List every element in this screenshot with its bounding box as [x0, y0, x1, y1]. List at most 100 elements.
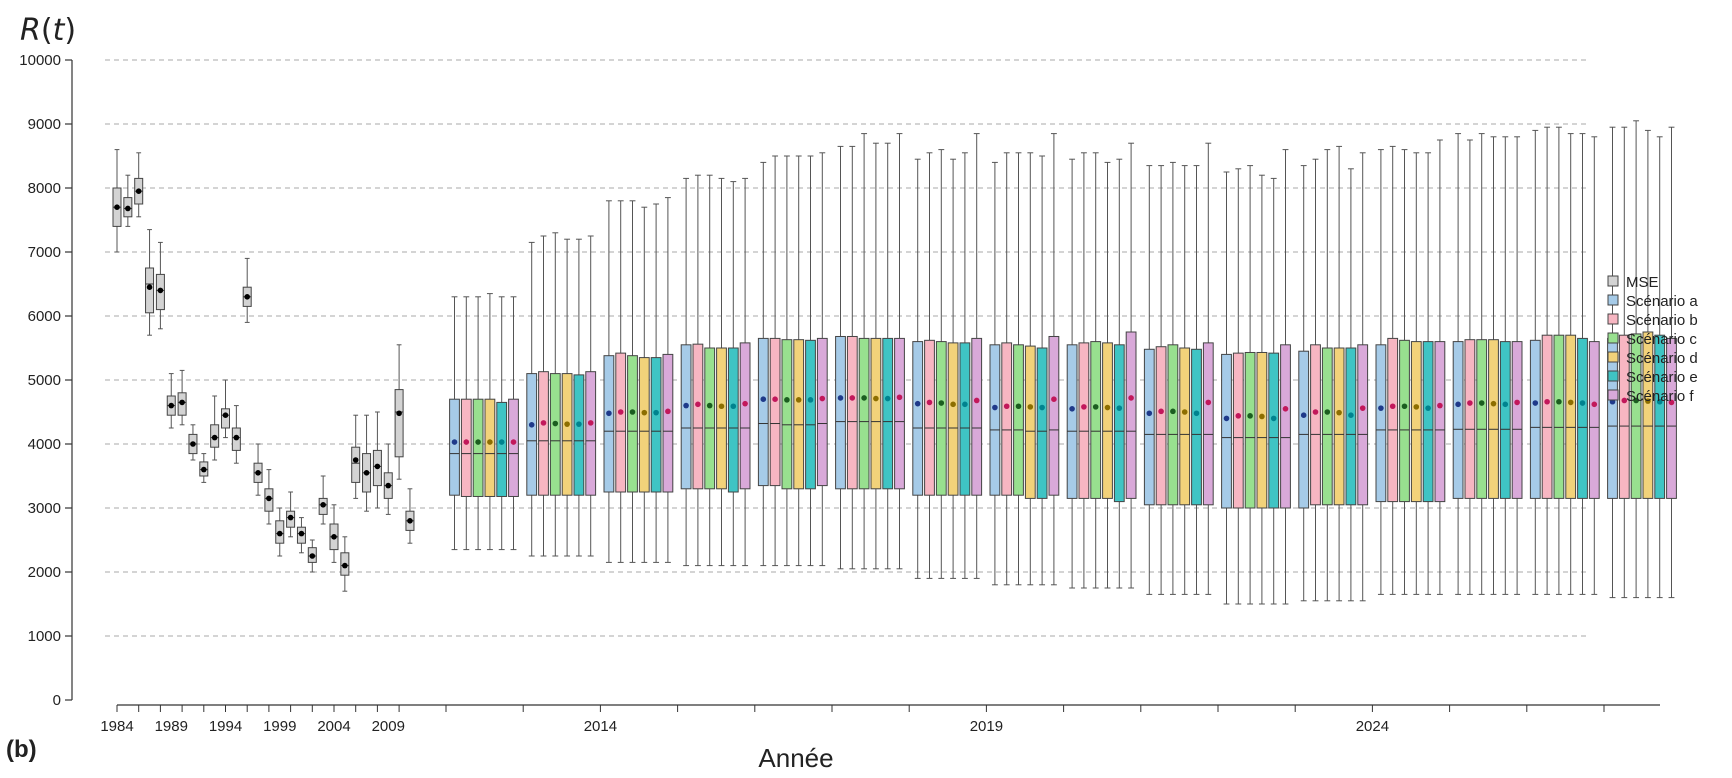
box-scénario-d-2018 [947, 158, 959, 579]
box-iqr [1488, 339, 1499, 499]
box-scénario-f-2015 [739, 177, 751, 567]
mean-point [114, 204, 120, 210]
box-iqr [1191, 348, 1202, 506]
box-iqr [1066, 344, 1078, 499]
box-iqr [1333, 347, 1345, 506]
box-iqr [1499, 341, 1511, 499]
mean-point [1247, 413, 1253, 419]
mean-point [564, 421, 570, 427]
box-scénario-a-2017 [835, 145, 846, 570]
box-scénario-b-2022 [1232, 168, 1244, 605]
y-tick-label: 2000 [28, 564, 61, 581]
mean-point [1170, 408, 1176, 415]
box-scénario-c-2015 [704, 174, 716, 567]
box-scénario-f-2014 [662, 197, 674, 563]
box-iqr [1298, 350, 1310, 509]
mean-point [1146, 410, 1153, 417]
box-iqr [704, 347, 716, 490]
box-iqr [1666, 337, 1677, 499]
mse-box-1990 [177, 369, 187, 426]
box-scénario-b-2016 [769, 155, 781, 567]
box-scénario-b-2024 [1387, 145, 1399, 595]
box-iqr [484, 398, 496, 497]
mean-point [1645, 398, 1651, 404]
x-tick-label: 2014 [584, 718, 617, 735]
box-scénario-f-2012 [508, 296, 519, 551]
box-scénario-f-2019 [1048, 133, 1060, 586]
mean-point [1490, 400, 1497, 407]
mean-point [576, 421, 582, 427]
mean-point [1556, 398, 1562, 405]
box-iqr [894, 337, 905, 490]
mean-point [309, 553, 316, 559]
box-scénario-a-2025 [1452, 133, 1464, 595]
box-scénario-e-2012 [496, 296, 508, 551]
box-iqr [1256, 351, 1268, 509]
mean-point [706, 402, 713, 409]
panel-label: (b) [6, 736, 37, 763]
box-iqr [1048, 335, 1060, 496]
mean-point [1104, 404, 1111, 411]
mean-point [730, 403, 737, 410]
mean-point [498, 439, 505, 445]
box-iqr [870, 337, 882, 490]
box-iqr [1357, 344, 1369, 506]
y-axis-label: R(t) [20, 13, 76, 48]
mean-point [233, 434, 240, 441]
box-iqr [1434, 341, 1446, 503]
mse-box-2010 [394, 344, 404, 480]
box-iqr [882, 337, 894, 490]
mean-point [849, 395, 856, 401]
x-tick-label: 2009 [372, 718, 405, 735]
box-iqr [1268, 352, 1280, 509]
mean-point [190, 441, 196, 447]
mse-box-2004 [329, 504, 339, 563]
box-scénario-b-2026 [1541, 126, 1553, 595]
box-iqr [1280, 344, 1291, 509]
box-scénario-b-2012 [460, 296, 472, 551]
box-scénario-c-2023 [1321, 149, 1333, 602]
box-iqr [538, 371, 549, 496]
mean-point [374, 463, 381, 470]
mean-point [587, 420, 594, 426]
box-scénario-d-2016 [793, 155, 805, 567]
box-iqr [1244, 351, 1256, 509]
mse-box-1999 [275, 507, 285, 557]
box-iqr [1024, 345, 1036, 499]
box-iqr [1642, 331, 1654, 499]
x-tick-label: 2019 [970, 718, 1003, 735]
box-scénario-c-2017 [858, 133, 870, 570]
box-scénario-a-2021 [1143, 165, 1155, 595]
mean-point [683, 402, 689, 409]
y-tick-label: 6000 [28, 308, 61, 325]
mean-point [168, 402, 175, 409]
y-tick-label: 1000 [28, 628, 61, 645]
box-iqr [971, 337, 983, 496]
box-scénario-a-2013 [526, 241, 538, 557]
mean-point [606, 410, 612, 417]
mean-point [276, 530, 283, 537]
box-scénario-a-2022 [1221, 171, 1232, 605]
box-iqr [757, 337, 769, 487]
legend-swatch [1607, 389, 1619, 401]
mean-point [407, 518, 413, 524]
mean-point [266, 495, 272, 502]
mse-box-2003 [318, 475, 328, 525]
box-iqr [739, 342, 751, 490]
mean-point [742, 400, 748, 407]
x-tick-label: 1994 [209, 718, 242, 735]
box-iqr [816, 337, 828, 487]
box-iqr [1113, 344, 1125, 503]
box-scénario-c-2018 [935, 149, 947, 579]
mean-point [629, 409, 636, 415]
box-iqr [526, 373, 538, 496]
box-scénario-c-2022 [1244, 165, 1256, 605]
box-scénario-c-2016 [781, 155, 793, 567]
box-scénario-c-2014 [627, 200, 638, 563]
box-scénario-b-2015 [692, 174, 704, 567]
mean-point [896, 394, 903, 401]
mean-point [617, 409, 624, 415]
box-iqr [1232, 352, 1244, 509]
box-scénario-a-2023 [1298, 165, 1310, 602]
mean-point [1378, 405, 1384, 411]
